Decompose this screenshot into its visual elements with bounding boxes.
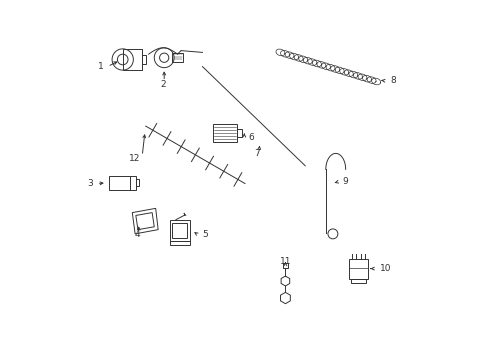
Text: 2: 2: [161, 80, 166, 89]
Text: 10: 10: [380, 264, 391, 273]
Text: 7: 7: [254, 149, 260, 158]
Text: 8: 8: [391, 76, 396, 85]
Text: 3: 3: [88, 179, 93, 188]
Text: 6: 6: [248, 133, 254, 142]
Text: 5: 5: [202, 230, 208, 239]
Text: 11: 11: [280, 257, 291, 266]
Text: 4: 4: [134, 230, 140, 239]
Text: 12: 12: [129, 154, 141, 163]
Text: 1: 1: [98, 62, 103, 71]
Text: 9: 9: [343, 177, 348, 186]
